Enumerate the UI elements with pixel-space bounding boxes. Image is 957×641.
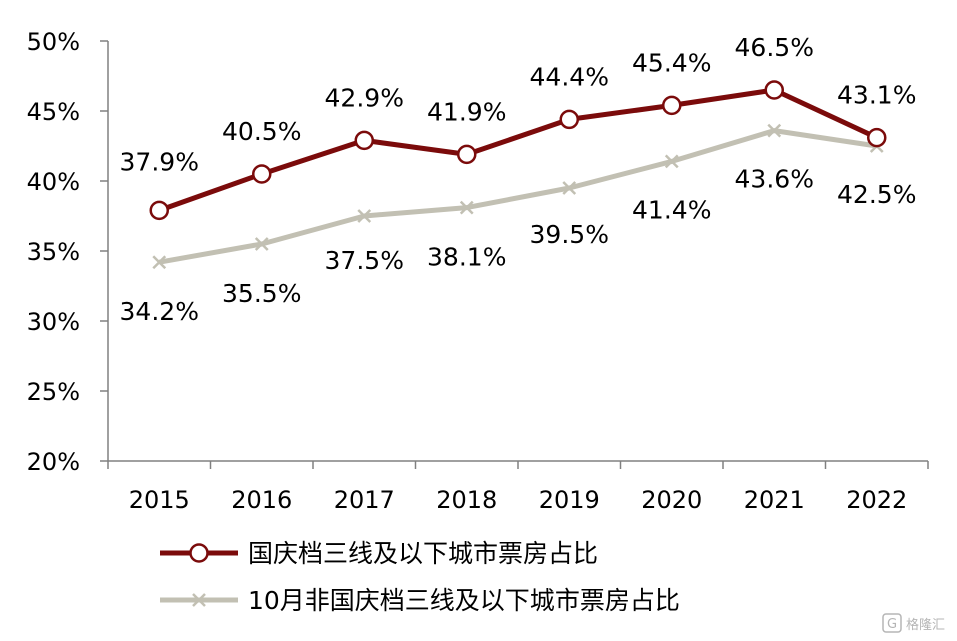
data-point-marker xyxy=(149,200,169,221)
data-label: 41.4% xyxy=(632,195,711,224)
x-tick-label: 2016 xyxy=(231,486,292,514)
data-point-marker xyxy=(664,154,679,169)
data-label: 42.9% xyxy=(325,83,404,112)
data-point-marker xyxy=(254,237,269,251)
data-label: 42.5% xyxy=(837,180,916,209)
data-label: 39.5% xyxy=(530,220,609,249)
data-point-marker xyxy=(459,200,474,215)
data-point-marker xyxy=(354,130,374,151)
legend: 国庆档三线及以下城市票房占比 10月非国庆档三线及以下城市票房占比 xyxy=(160,539,680,615)
x-tick-label: 2020 xyxy=(641,486,702,514)
axes: 20% 25% 30% 35% 40% 45% 50% 2015 2016 2017 2018 201… xyxy=(27,28,929,514)
x-tick-label: 2019 xyxy=(539,486,600,514)
y-tick-label: 35% xyxy=(27,238,80,266)
legend-swatch-marker xyxy=(189,543,209,563)
x-tick-label: 2022 xyxy=(846,486,907,514)
series-lines xyxy=(149,80,887,270)
y-tick-label: 40% xyxy=(27,168,80,196)
data-point-marker xyxy=(767,123,782,138)
watermark: G 格隆汇 xyxy=(882,613,945,633)
watermark-logo-icon xyxy=(882,613,902,633)
data-label: 40.5% xyxy=(222,117,301,146)
data-point-marker xyxy=(152,255,167,270)
data-point-marker xyxy=(562,181,577,195)
series-line xyxy=(158,128,878,265)
data-label: 35.5% xyxy=(222,279,301,308)
data-label: 41.9% xyxy=(427,97,506,126)
data-label: 43.1% xyxy=(837,81,916,110)
data-point-marker xyxy=(764,80,784,100)
data-label: 34.2% xyxy=(120,297,199,326)
y-tick-label: 45% xyxy=(27,98,80,126)
x-tick-label: 2021 xyxy=(744,486,805,514)
y-tick-label: 30% xyxy=(27,308,80,336)
data-point-marker xyxy=(252,164,272,184)
data-point-marker xyxy=(867,127,887,148)
legend-label: 国庆档三线及以下城市票房占比 xyxy=(248,539,598,568)
data-label: 44.4% xyxy=(530,62,609,91)
data-label: 38.1% xyxy=(427,243,506,272)
legend-swatch-marker xyxy=(192,593,206,607)
y-tick-label: 50% xyxy=(27,28,80,56)
data-labels: 37.9% 40.5% 42.9% 41.9% 44.4% 45.4% 46.5% 43.1%… xyxy=(120,33,917,326)
data-label: 37.5% xyxy=(325,246,404,275)
data-label: 46.5% xyxy=(735,33,814,62)
data-label: 37.9% xyxy=(120,147,199,176)
watermark-text: 格隆汇 xyxy=(906,617,945,633)
data-point-marker xyxy=(457,144,477,165)
data-label: 43.6% xyxy=(735,165,814,194)
legend-label: 10月非国庆档三线及以下城市票房占比 xyxy=(248,586,680,615)
watermark-logo-glyph: G xyxy=(887,617,897,632)
x-tick-label: 2018 xyxy=(436,486,497,514)
data-point-marker xyxy=(662,95,682,116)
x-tick-label: 2017 xyxy=(334,486,395,514)
data-point-marker xyxy=(357,209,372,223)
series-line xyxy=(158,87,878,213)
y-tick-label: 25% xyxy=(27,378,80,406)
data-label: 45.4% xyxy=(632,48,711,77)
x-tick-label: 2015 xyxy=(129,486,190,514)
data-point-marker xyxy=(559,109,579,130)
y-tick-label: 20% xyxy=(27,448,80,476)
